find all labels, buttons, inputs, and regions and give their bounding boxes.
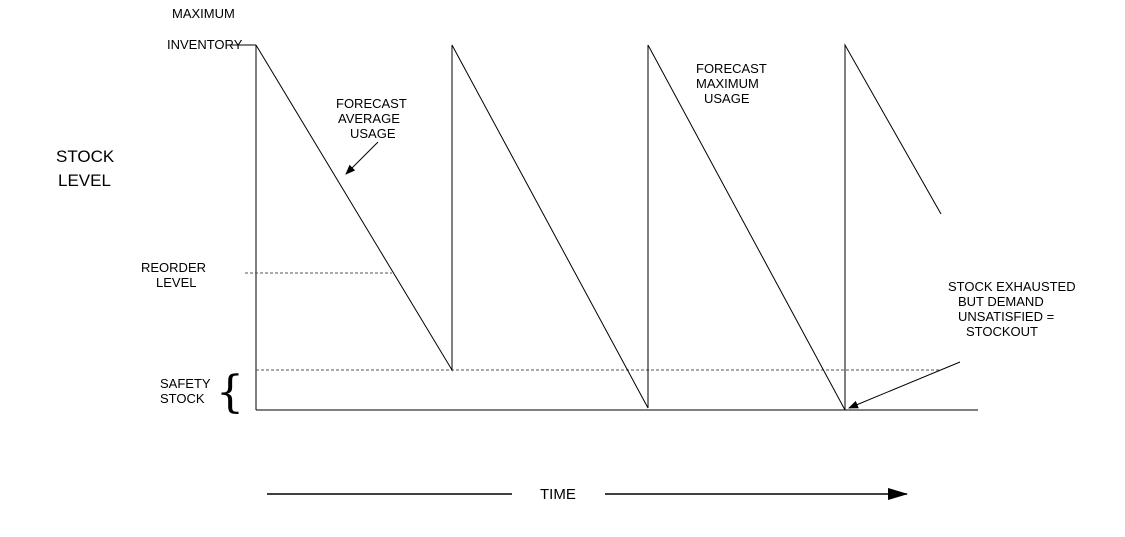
stockout-label-1: STOCK EXHAUSTED	[948, 279, 1076, 294]
forecast-maximum-label-2: MAXIMUM	[696, 76, 759, 91]
stock-level-label-2: LEVEL	[58, 171, 111, 190]
average-usage-arrow	[345, 141, 379, 175]
max-inventory-label-1: MAXIMUM	[172, 6, 235, 21]
stock-sawtooth	[255, 43, 942, 411]
time-label: TIME	[540, 486, 576, 503]
stockout-label-3: UNSATISFIED =	[958, 309, 1054, 324]
stockout-label-2: BUT DEMAND	[958, 294, 1044, 309]
safety-stock-label-2: STOCK	[160, 391, 205, 406]
safety-stock-brace: {	[216, 367, 244, 418]
forecast-average-label-3: USAGE	[350, 126, 396, 141]
safety-stock-label-1: SAFETY	[160, 376, 211, 391]
max-inventory-label-2: INVENTORY	[167, 37, 243, 52]
forecast-maximum-label-1: FORECAST	[696, 61, 767, 76]
forecast-maximum-label-3: USAGE	[704, 91, 750, 106]
stock-level-label-1: STOCK	[56, 147, 115, 166]
reorder-level-label-1: REORDER	[141, 260, 206, 275]
stockout-label-4: STOCKOUT	[966, 324, 1038, 339]
reorder-level-label-2: LEVEL	[156, 275, 196, 290]
forecast-average-label-2: AVERAGE	[338, 111, 400, 126]
forecast-average-label-1: FORECAST	[336, 96, 407, 111]
stockout-arrow	[848, 361, 961, 409]
